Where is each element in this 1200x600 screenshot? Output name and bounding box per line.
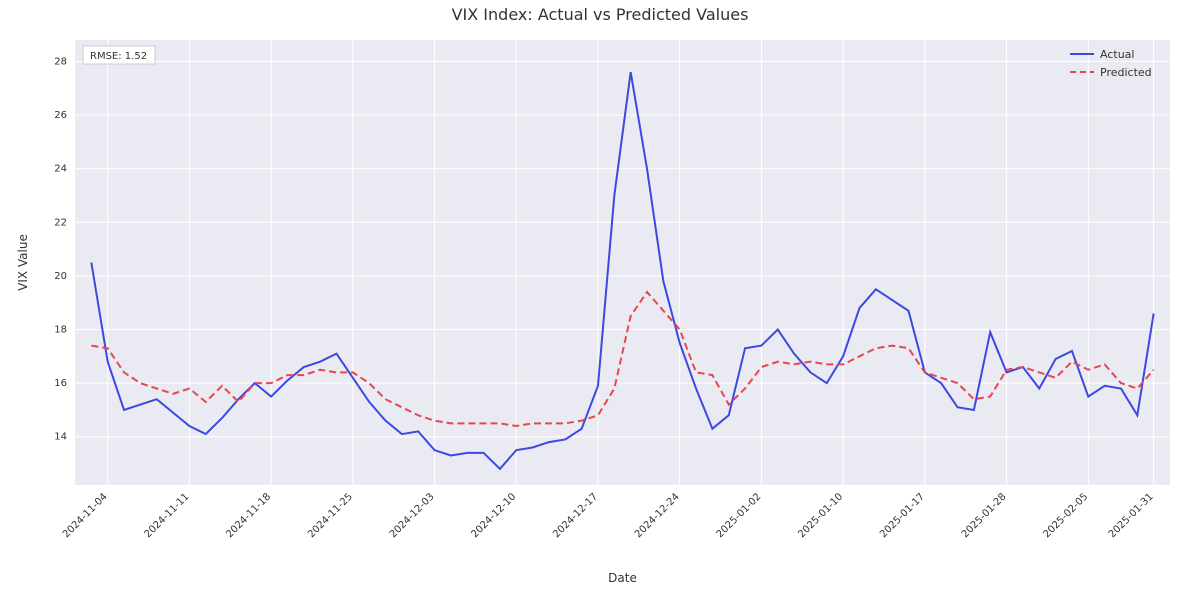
chart-container: 14 16 18 20 22 24 26 28 2024-11-04 2024-11-11 2024… bbox=[0, 0, 1200, 600]
rmse-badge: RMSE: 1.52 bbox=[90, 51, 147, 62]
x-tick-label: 2025-01-28 bbox=[960, 491, 1009, 540]
x-tick-label: 2025-01-31 bbox=[1107, 491, 1156, 540]
x-tick-label: 2025-02-05 bbox=[1042, 491, 1091, 540]
x-tick-label: 2024-12-03 bbox=[388, 491, 437, 540]
x-tick-label: 2024-11-18 bbox=[224, 491, 273, 540]
y-tick-label: 14 bbox=[54, 432, 67, 443]
x-tick-label: 2024-12-17 bbox=[551, 491, 600, 540]
plot-area bbox=[75, 40, 1170, 485]
y-tick-label: 16 bbox=[54, 378, 67, 389]
x-tick-label: 2025-01-02 bbox=[715, 491, 764, 540]
x-tick-label: 2024-11-04 bbox=[61, 491, 110, 540]
x-tick-label: 2024-12-10 bbox=[470, 491, 519, 540]
legend-label: Actual bbox=[1100, 48, 1134, 61]
y-axis-label: VIX Value bbox=[16, 234, 30, 291]
y-tick-label: 20 bbox=[54, 271, 67, 282]
y-tick-label: 18 bbox=[54, 325, 67, 336]
chart-svg: 14 16 18 20 22 24 26 28 2024-11-04 2024-11-11 2024… bbox=[0, 0, 1200, 600]
y-tick-label: 24 bbox=[54, 164, 67, 175]
x-tick-label: 2024-11-11 bbox=[143, 491, 192, 540]
y-tick-label: 22 bbox=[54, 217, 67, 228]
x-tick-label: 2025-01-17 bbox=[878, 491, 927, 540]
x-tick-label: 2024-11-25 bbox=[306, 491, 355, 540]
x-tick-label: 2024-12-24 bbox=[633, 491, 682, 540]
y-tick-label: 28 bbox=[54, 56, 67, 67]
legend-label: Predicted bbox=[1100, 66, 1152, 79]
y-tick-label: 26 bbox=[54, 110, 67, 121]
x-axis-label: Date bbox=[608, 571, 637, 585]
chart-title: VIX Index: Actual vs Predicted Values bbox=[452, 5, 749, 24]
x-tick-label: 2025-01-10 bbox=[796, 491, 845, 540]
